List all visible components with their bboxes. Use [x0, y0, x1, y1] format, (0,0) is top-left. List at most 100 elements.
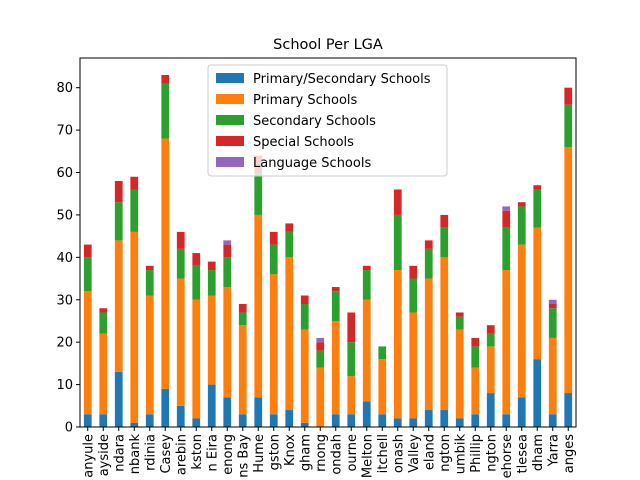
bar-segment — [362, 299, 371, 402]
bar-segment — [285, 257, 294, 411]
bar-segment — [145, 270, 154, 296]
y-axis: 0 10 20 30 40 50 60 70 80 — [56, 81, 80, 436]
y-tick-label: 20 — [56, 336, 73, 351]
x-tick-label: umbik — [453, 434, 468, 475]
bar-segment — [455, 329, 464, 419]
y-tick-label: 70 — [56, 124, 73, 139]
legend-box — [207, 64, 448, 177]
bar-segment — [192, 418, 201, 427]
y-tick-label: 40 — [56, 251, 73, 266]
legend-label: Secondary Schools — [253, 114, 376, 129]
bar-segment — [269, 244, 278, 275]
bar-segment — [176, 248, 185, 279]
bar-segment — [533, 189, 542, 228]
bar-segment — [176, 278, 185, 406]
bar-segment — [238, 325, 247, 415]
bar-segment — [238, 414, 247, 427]
bar-segment — [145, 414, 154, 427]
x-tick-label: Knox — [283, 434, 298, 466]
bar-segment — [502, 227, 511, 271]
x-tick-label: ngton — [438, 434, 453, 472]
x-tick-label: ndara — [112, 434, 127, 472]
x-tick-label: nbank — [128, 434, 143, 475]
x-tick-label: ngton — [484, 434, 499, 472]
legend-swatch — [216, 115, 244, 125]
x-tick-label: gston — [267, 434, 282, 470]
bar-segment — [114, 371, 123, 427]
bar-segment — [378, 346, 387, 360]
bar-segment — [517, 244, 526, 398]
bar-segment — [502, 270, 511, 415]
bar-segment — [207, 261, 216, 271]
bar-segment — [114, 181, 123, 203]
bar-segment — [316, 342, 325, 351]
bar-segment — [362, 401, 371, 427]
bar-segment — [331, 320, 340, 415]
x-tick-label: anyule — [81, 434, 96, 478]
bar-segment — [130, 189, 139, 232]
bar-segment — [161, 388, 170, 427]
bar-segment — [440, 214, 449, 228]
x-tick-label: Hume — [252, 434, 267, 473]
bar-segment — [409, 312, 418, 419]
x-tick-label: enong — [221, 434, 236, 475]
bar-segment — [393, 214, 402, 271]
x-tick-label: eland — [422, 434, 437, 470]
bar-segment — [378, 414, 387, 427]
x-tick-label: ayside — [97, 434, 112, 476]
bar-segment — [161, 83, 170, 139]
bar-segment — [517, 202, 526, 207]
bar-segment — [393, 418, 402, 427]
bar-segment — [269, 414, 278, 427]
bar-segment — [254, 172, 263, 215]
bar-segment — [254, 397, 263, 427]
x-tick-label: Casey — [159, 434, 174, 474]
bar-segment — [99, 312, 108, 334]
x-tick-label: ns Bay — [236, 434, 251, 478]
x-tick-label: Valley — [407, 434, 422, 473]
bar-segment — [207, 295, 216, 385]
bar-segment — [145, 265, 154, 271]
bar-segment — [300, 295, 309, 304]
bar-segment — [223, 287, 232, 398]
x-tick-label: ourne — [345, 434, 360, 472]
bar-segment — [517, 397, 526, 427]
bar-segment — [347, 312, 356, 343]
bar-segment — [285, 223, 294, 232]
x-tick-label: anges — [562, 434, 577, 473]
bar-segment — [83, 257, 92, 292]
bar-segment — [331, 414, 340, 427]
bar-segment — [145, 295, 154, 415]
bar-segment — [176, 231, 185, 249]
bar-segment — [192, 265, 201, 300]
bar-segment — [347, 414, 356, 427]
bar-segment — [393, 270, 402, 419]
bar-segment — [207, 384, 216, 427]
y-tick-label: 30 — [56, 293, 73, 308]
y-tick-label: 50 — [56, 208, 73, 223]
bar-segment — [223, 244, 232, 258]
bar-segment — [99, 333, 108, 415]
bar-segment — [161, 74, 170, 84]
x-tick-label: arebin — [174, 434, 189, 475]
bar-segment — [424, 410, 433, 427]
bar-segment — [362, 265, 371, 271]
bar-segment — [564, 147, 573, 394]
bar-segment — [285, 231, 294, 258]
bar-segment — [424, 278, 433, 411]
bar-segment — [548, 308, 557, 338]
x-tick-label: n Eira — [205, 434, 220, 472]
x-tick-label: itchell — [376, 434, 391, 473]
legend-swatch — [216, 94, 244, 104]
legend-label: Primary Schools — [253, 93, 358, 108]
bar-segment — [207, 270, 216, 296]
bar-segment — [347, 376, 356, 415]
bar-segment — [269, 231, 278, 245]
bar-segment — [424, 240, 433, 249]
y-tick-label: 80 — [56, 81, 73, 96]
bar-segment — [486, 393, 495, 427]
bar-segment — [254, 214, 263, 398]
x-tick-label: Yarra — [546, 434, 561, 468]
bar-segment — [161, 138, 170, 389]
bar-segment — [455, 316, 464, 330]
